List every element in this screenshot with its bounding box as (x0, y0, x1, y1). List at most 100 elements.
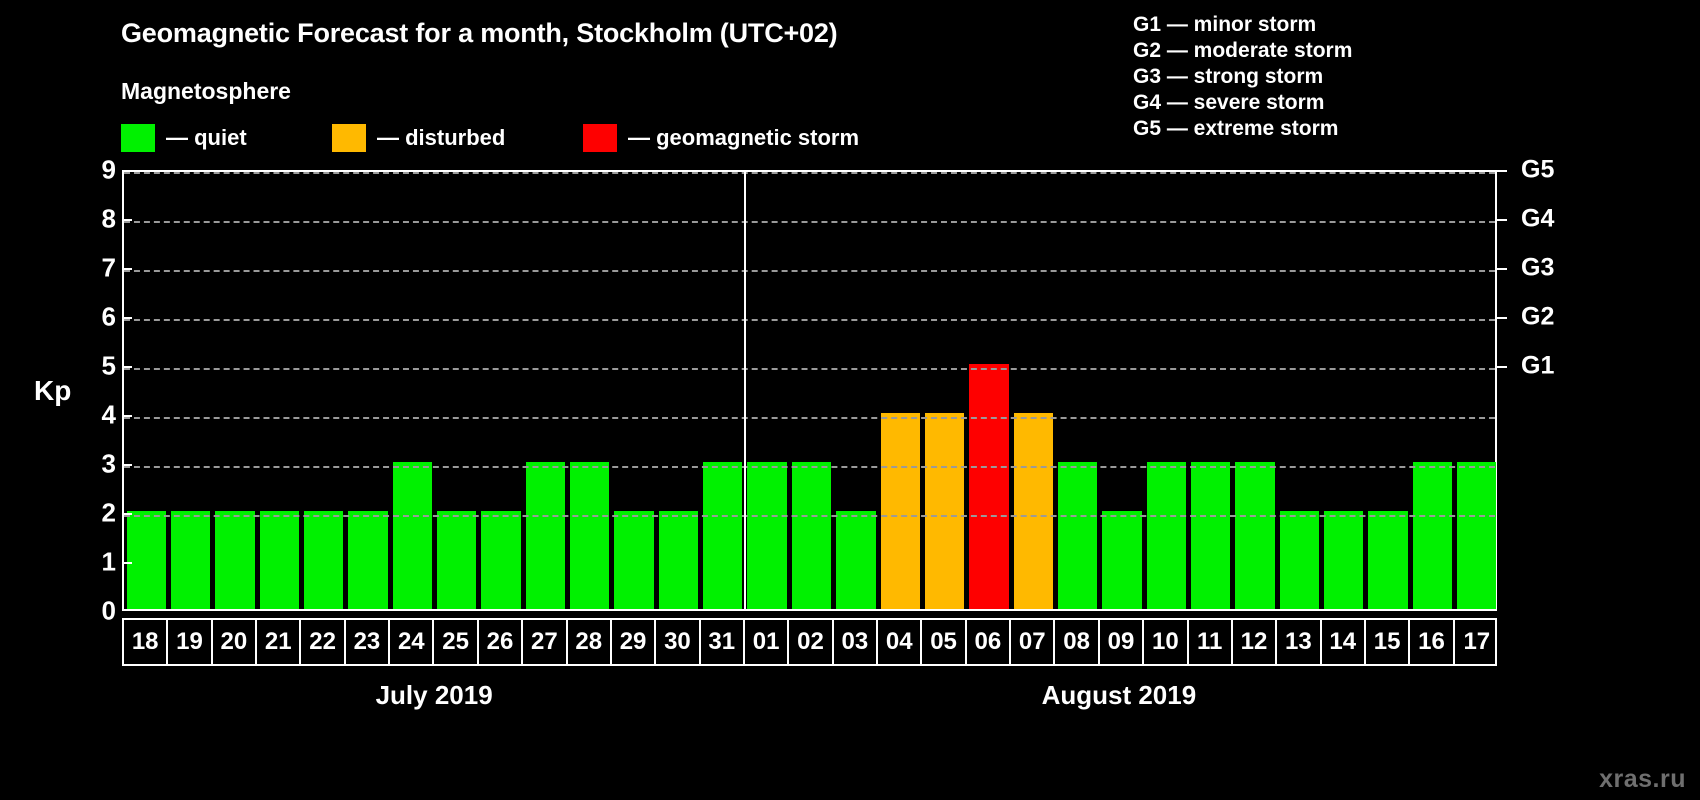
bar-august-12[interactable] (1235, 462, 1275, 609)
bar-august-07[interactable] (1013, 413, 1053, 609)
bar-august-13[interactable] (1279, 511, 1320, 609)
legend-label-storm: — geomagnetic storm (628, 125, 860, 150)
y-tick-label-4: 4 (101, 399, 116, 430)
bar-august-09[interactable] (1102, 511, 1142, 609)
gridline-kp-2 (124, 515, 1495, 517)
date-label-august-07[interactable]: 07 (1011, 620, 1056, 664)
g-tick-mark-g3 (1497, 268, 1507, 270)
bar-july-31[interactable] (703, 462, 743, 609)
date-label-july-30[interactable]: 30 (656, 620, 701, 664)
bar-august-11[interactable] (1191, 462, 1231, 609)
bar-august-08[interactable] (1057, 462, 1098, 609)
legend-label-quiet: — quiet (166, 125, 247, 150)
date-label-august-04[interactable]: 04 (878, 620, 923, 664)
bar-august-16[interactable] (1412, 462, 1453, 609)
g-tick-label-g5: G5 (1521, 155, 1555, 184)
y-tick-mark-3 (122, 464, 132, 466)
date-label-july-24[interactable]: 24 (390, 620, 435, 664)
date-label-august-03[interactable]: 03 (834, 620, 879, 664)
date-label-august-01[interactable]: 01 (745, 620, 790, 664)
date-label-august-08[interactable]: 08 (1055, 620, 1100, 664)
y-tick-label-9: 9 (101, 154, 116, 185)
y-axis-left: 9 8 7 6 5 4 3 2 1 0 (58, 155, 116, 626)
bar-august-03[interactable] (836, 511, 876, 609)
bar-august-05[interactable] (924, 413, 965, 609)
y-tick-label-3: 3 (101, 448, 116, 479)
gscale-row-g5: G5 — extreme storm (1133, 117, 1339, 140)
bar-august-14[interactable] (1324, 511, 1364, 609)
date-label-august-12[interactable]: 12 (1233, 620, 1278, 664)
legend-entry-disturbed: — disturbed (332, 122, 505, 154)
gscale-legend: G1 — minor storm G2 — moderate storm G3 — … (1133, 12, 1352, 142)
bar-july-26[interactable] (481, 511, 521, 609)
date-label-july-21[interactable]: 21 (257, 620, 302, 664)
gscale-row-g2: G2 — moderate storm (1133, 39, 1353, 62)
y-axis-right-gscale: G5 G4 G3 G2 G1 (1507, 156, 1577, 611)
page-title: Geomagnetic Forecast for a month, Stockh… (121, 18, 838, 48)
legend-entry-quiet: — quiet (121, 122, 247, 154)
date-axis-row: 18 19 20 21 22 23 24 25 26 27 28 29 30 31 01 02 03 04 05 06… (122, 618, 1497, 666)
date-label-july-18[interactable]: 18 (124, 620, 169, 664)
date-label-august-09[interactable]: 09 (1100, 620, 1145, 664)
g-tick-label-g2: G2 (1521, 302, 1555, 331)
gscale-row-g4: G4 — severe storm (1133, 91, 1325, 114)
date-label-august-17[interactable]: 17 (1463, 628, 1491, 655)
bar-august-10[interactable] (1146, 462, 1186, 609)
month-label-july: July 2019 (375, 680, 493, 710)
bar-august-17[interactable] (1457, 462, 1497, 609)
date-label-july-22[interactable]: 22 (301, 620, 346, 664)
bar-july-27[interactable] (525, 462, 566, 609)
g-tick-mark-g4 (1497, 219, 1507, 221)
bar-august-15[interactable] (1368, 511, 1408, 609)
y-axis-title: Kp (34, 375, 72, 406)
date-label-august-16[interactable]: 16 (1410, 620, 1455, 664)
date-label-august-02[interactable]: 02 (789, 620, 834, 664)
date-label-july-25[interactable]: 25 (434, 620, 479, 664)
y-tick-label-1: 1 (101, 546, 116, 577)
plot-area (122, 170, 1497, 611)
date-label-july-28[interactable]: 28 (568, 620, 612, 664)
legend-label-disturbed: — disturbed (377, 125, 506, 150)
plot-inner (124, 172, 1497, 609)
gscale-row-g1: G1 — minor storm (1133, 13, 1317, 36)
date-label-august-06[interactable]: 06 (967, 620, 1012, 664)
date-label-august-11[interactable]: 11 (1189, 620, 1233, 664)
bar-august-06[interactable] (969, 364, 1009, 609)
date-label-august-14[interactable]: 14 (1322, 620, 1366, 664)
date-label-july-29[interactable]: 29 (612, 620, 657, 664)
bar-july-29[interactable] (614, 511, 654, 609)
bar-august-02[interactable] (791, 462, 832, 609)
bar-july-25[interactable] (436, 511, 477, 609)
watermark: xras.ru (1599, 765, 1686, 793)
y-tick-mark-5 (122, 366, 132, 368)
bar-july-24[interactable] (392, 462, 432, 609)
date-label-august-13[interactable]: 13 (1277, 620, 1322, 664)
legend-entry-storm: — geomagnetic storm (583, 122, 859, 154)
bar-july-22[interactable] (303, 511, 344, 609)
bar-july-28[interactable] (570, 462, 610, 609)
date-label-august-15[interactable]: 15 (1366, 620, 1411, 664)
g-tick-label-g4: G4 (1521, 204, 1555, 233)
bar-july-20[interactable] (215, 511, 255, 609)
date-label-august-10[interactable]: 10 (1144, 620, 1189, 664)
legend-swatch-disturbed-icon (332, 124, 366, 152)
bar-july-19[interactable] (170, 511, 211, 609)
gridline-kp-4 (124, 417, 1495, 419)
bar-july-23[interactable] (348, 511, 388, 609)
bar-july-30[interactable] (658, 511, 699, 609)
date-label-july-26[interactable]: 26 (479, 620, 524, 664)
bar-july-21[interactable] (259, 511, 299, 609)
date-label-july-19[interactable]: 19 (168, 620, 213, 664)
y-tick-label-7: 7 (101, 252, 116, 283)
bar-july-18[interactable] (126, 511, 166, 609)
y-tick-label-8: 8 (101, 203, 116, 234)
bar-august-04[interactable] (880, 413, 920, 609)
gridline-kp-8 (124, 221, 1495, 223)
bars-layer (124, 172, 1497, 609)
date-label-july-20[interactable]: 20 (213, 620, 258, 664)
date-label-july-31[interactable]: 31 (701, 620, 745, 664)
date-label-july-27[interactable]: 27 (523, 620, 568, 664)
bar-august-01[interactable] (747, 462, 787, 609)
date-label-august-05[interactable]: 05 (922, 620, 967, 664)
date-label-july-23[interactable]: 23 (346, 620, 391, 664)
